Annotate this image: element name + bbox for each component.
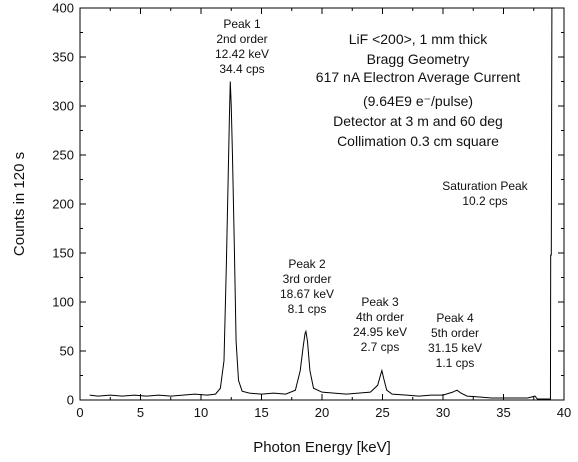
peak-annotation-line: 2nd order	[216, 32, 267, 46]
x-tick-label: 25	[375, 405, 389, 420]
axis-ticks	[79, 7, 565, 401]
info-line: Detector at 3 m and 60 deg	[333, 113, 503, 129]
peak-annotation-line: 10.2 cps	[462, 194, 507, 208]
y-axis-title: Counts in 120 s	[11, 152, 28, 256]
peak-annotation-line: 24.95 keV	[353, 325, 407, 339]
x-tick-label: 20	[315, 405, 329, 420]
peak-annotation-line: Peak 3	[361, 295, 399, 309]
y-tick-label: 0	[67, 393, 74, 408]
y-tick-label: 150	[52, 246, 74, 261]
y-tick-label: 400	[52, 1, 74, 16]
y-tick-label: 200	[52, 197, 74, 212]
x-tick-label: 5	[137, 405, 144, 420]
spectrum-line	[89, 7, 553, 400]
x-axis-title: Photon Energy [keV]	[253, 439, 391, 456]
x-tick-label: 15	[254, 405, 268, 420]
peak-annotation-line: 4th order	[356, 310, 404, 324]
peak-annotation-line: 34.4 cps	[219, 62, 264, 76]
measurement-info: LiF <200>, 1 mm thick Bragg Geometry 617 n…	[316, 31, 521, 149]
peak-annotation-line: Peak 4	[436, 311, 474, 325]
peak-annotation-line: 18.67 keV	[280, 287, 334, 301]
x-tick-label: 10	[194, 405, 208, 420]
peak-annotation-line: 31.15 keV	[428, 341, 482, 355]
y-tick-label: 250	[52, 148, 74, 163]
info-line: Collimation 0.3 cm square	[337, 133, 499, 149]
peak-annotation-line: 12.42 keV	[215, 47, 269, 61]
peak-annotation-line: 8.1 cps	[288, 302, 327, 316]
x-tick-label: 40	[557, 405, 571, 420]
y-tick-label: 50	[60, 344, 74, 359]
peak-annotation-line: Peak 1	[223, 17, 261, 31]
peak-annotation-line: 1.1 cps	[436, 356, 475, 370]
peak-annotation-line: 2.7 cps	[361, 340, 400, 354]
peak-annotation-line: 3rd order	[283, 272, 332, 286]
peak-annotation-line: Peak 2	[288, 257, 326, 271]
info-line: LiF <200>, 1 mm thick	[349, 31, 489, 47]
info-line: 617 nA Electron Average Current	[316, 69, 521, 85]
x-tick-label: 0	[76, 405, 83, 420]
y-tick-label: 300	[52, 99, 74, 114]
peak-annotation-line: Saturation Peak	[442, 179, 528, 193]
y-tick-label: 100	[52, 295, 74, 310]
y-tick-label: 350	[52, 50, 74, 65]
peak-annotation-line: 5th order	[431, 326, 479, 340]
x-tick-label: 35	[496, 405, 510, 420]
info-line: (9.64E9 e⁻/pulse)	[363, 93, 473, 109]
x-tick-label: 30	[436, 405, 450, 420]
info-line: Bragg Geometry	[367, 51, 470, 67]
